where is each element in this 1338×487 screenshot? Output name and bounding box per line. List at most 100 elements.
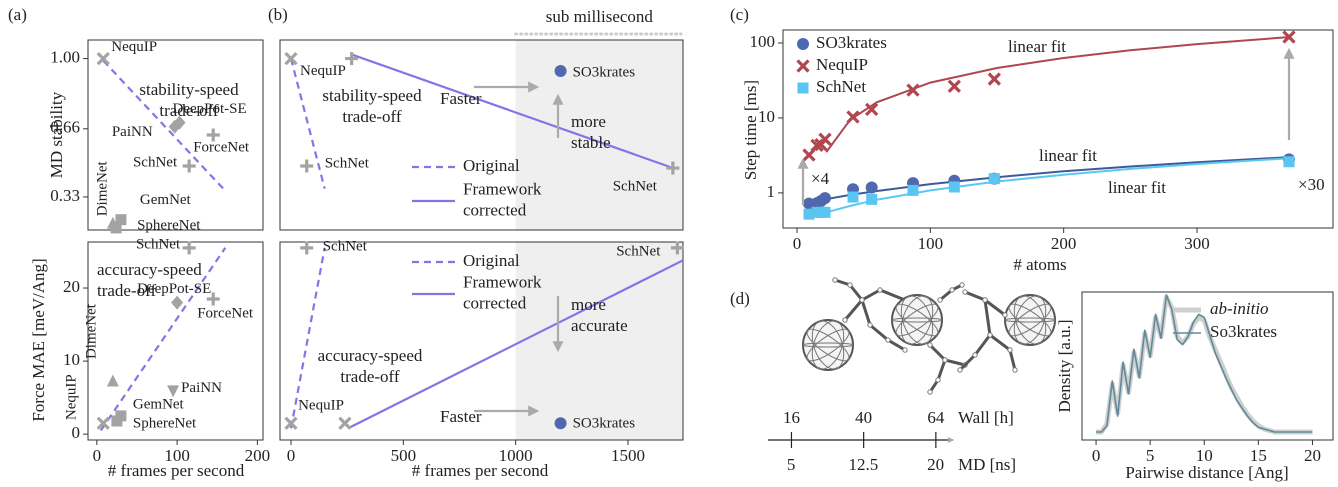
wall-tick-label: 64 (927, 408, 945, 427)
legend-label: Original (463, 251, 520, 270)
molecule (988, 333, 992, 337)
legend-label: corrected (463, 293, 527, 312)
point-label: PaiNN (181, 380, 222, 396)
fit-line (826, 158, 1290, 212)
annotation: accuracy-speed (318, 346, 423, 365)
marker (300, 159, 313, 172)
x-axis-label: # frames per second (412, 461, 549, 480)
y-axis-label: Force MAE [meV/Ang] (29, 258, 48, 421)
annotation: accuracy-speed (97, 260, 202, 279)
point-label: SchNet (133, 154, 178, 170)
marker (866, 194, 877, 205)
molecule (903, 348, 907, 352)
legend-label: Framework (463, 179, 542, 198)
marker (1284, 156, 1295, 167)
y-tick-label: 10 (63, 350, 80, 369)
marker (111, 416, 122, 427)
molecule (928, 390, 932, 394)
marker (300, 241, 313, 254)
marker (989, 74, 1000, 85)
molecule (936, 378, 940, 382)
point-label: SO3krates (573, 64, 636, 80)
y-tick-label: 100 (750, 32, 776, 51)
legend-swatch (798, 61, 809, 72)
annotation: accurate (571, 316, 628, 335)
annotation: trade-off (340, 367, 399, 386)
point-label: GemNet (140, 192, 192, 208)
molecule (938, 298, 942, 302)
marker (908, 185, 919, 196)
fit-label: linear fit (1108, 178, 1166, 197)
legend-swatch (798, 83, 809, 94)
marker (949, 81, 960, 92)
panel-label: (c) (730, 5, 749, 24)
x-tick-label: 0 (287, 446, 296, 465)
point-label: SchNet (613, 178, 658, 194)
molecule (990, 335, 1015, 370)
molecule (943, 358, 947, 362)
marker (555, 65, 567, 77)
annotation: stability-speed (322, 86, 422, 105)
axes-frame (1082, 292, 1333, 440)
molecule (928, 343, 932, 347)
legend-label: ab-initio (1210, 299, 1269, 318)
molecule (1005, 295, 1055, 345)
molecule (848, 283, 852, 287)
fit-label: linear fit (1008, 37, 1066, 56)
x-tick-label: 20 (1304, 446, 1321, 465)
molecule (860, 298, 864, 302)
legend-label: So3krates (1210, 322, 1277, 341)
legend-label: SchNet (816, 77, 866, 96)
annotation: ×30 (1298, 175, 1325, 194)
md-tick-label: 20 (927, 455, 944, 474)
x-tick-label: 100 (918, 234, 944, 253)
point-label: ForceNet (193, 139, 250, 155)
annotation: more (571, 295, 606, 314)
point-label: SchNet (616, 243, 661, 259)
marker (866, 181, 878, 193)
region-label: sub millisecond (546, 7, 654, 26)
molecule (950, 288, 954, 292)
marker (98, 53, 109, 64)
molecule (973, 353, 977, 357)
y-axis-label: Step time [ms] (741, 80, 760, 180)
md-label: MD [ns] (958, 455, 1016, 474)
point-label: SchNet (325, 155, 370, 171)
x-tick-label: 200 (1051, 234, 1077, 253)
point-label: NequIP (300, 63, 346, 79)
y-tick-label: 0.33 (50, 186, 80, 205)
marker (111, 222, 122, 233)
molecule (878, 288, 882, 292)
legend-swatch (797, 38, 809, 50)
molecule (892, 295, 942, 345)
point-label: DimeNet (83, 303, 99, 359)
x-tick-label: 200 (245, 446, 271, 465)
molecule (1008, 348, 1012, 352)
wall-tick-label: 40 (855, 408, 872, 427)
marker (848, 111, 859, 122)
marker (949, 181, 960, 192)
marker (171, 296, 183, 310)
molecule (843, 318, 847, 322)
annotation: stable (571, 133, 611, 152)
y-tick-label: 1.00 (50, 47, 80, 66)
panel-label: (d) (730, 289, 750, 308)
point-label: SchNet (136, 236, 181, 252)
x-tick-label: 0 (793, 234, 802, 253)
legend-label: Framework (463, 272, 542, 291)
y-tick-label: 20 (63, 277, 80, 296)
point-label: ForceNet (197, 305, 254, 321)
panel-label: (a) (8, 5, 27, 24)
point-label: PaiNN (112, 124, 153, 140)
x-axis-label: # atoms (1013, 255, 1066, 274)
point-label: SchNet (323, 238, 368, 254)
point-label: GemNet (133, 396, 185, 412)
fit-label: linear fit (1039, 146, 1097, 165)
legend-label: corrected (463, 200, 527, 219)
annotation: trade-off (159, 101, 218, 120)
point-label: SphereNet (133, 415, 197, 431)
panel-label: (b) (268, 5, 288, 24)
annotation: ×4 (811, 169, 830, 188)
y-axis-label: MD stability (47, 91, 66, 178)
x-axis-label: Pairwise distance [Ang] (1125, 463, 1288, 482)
